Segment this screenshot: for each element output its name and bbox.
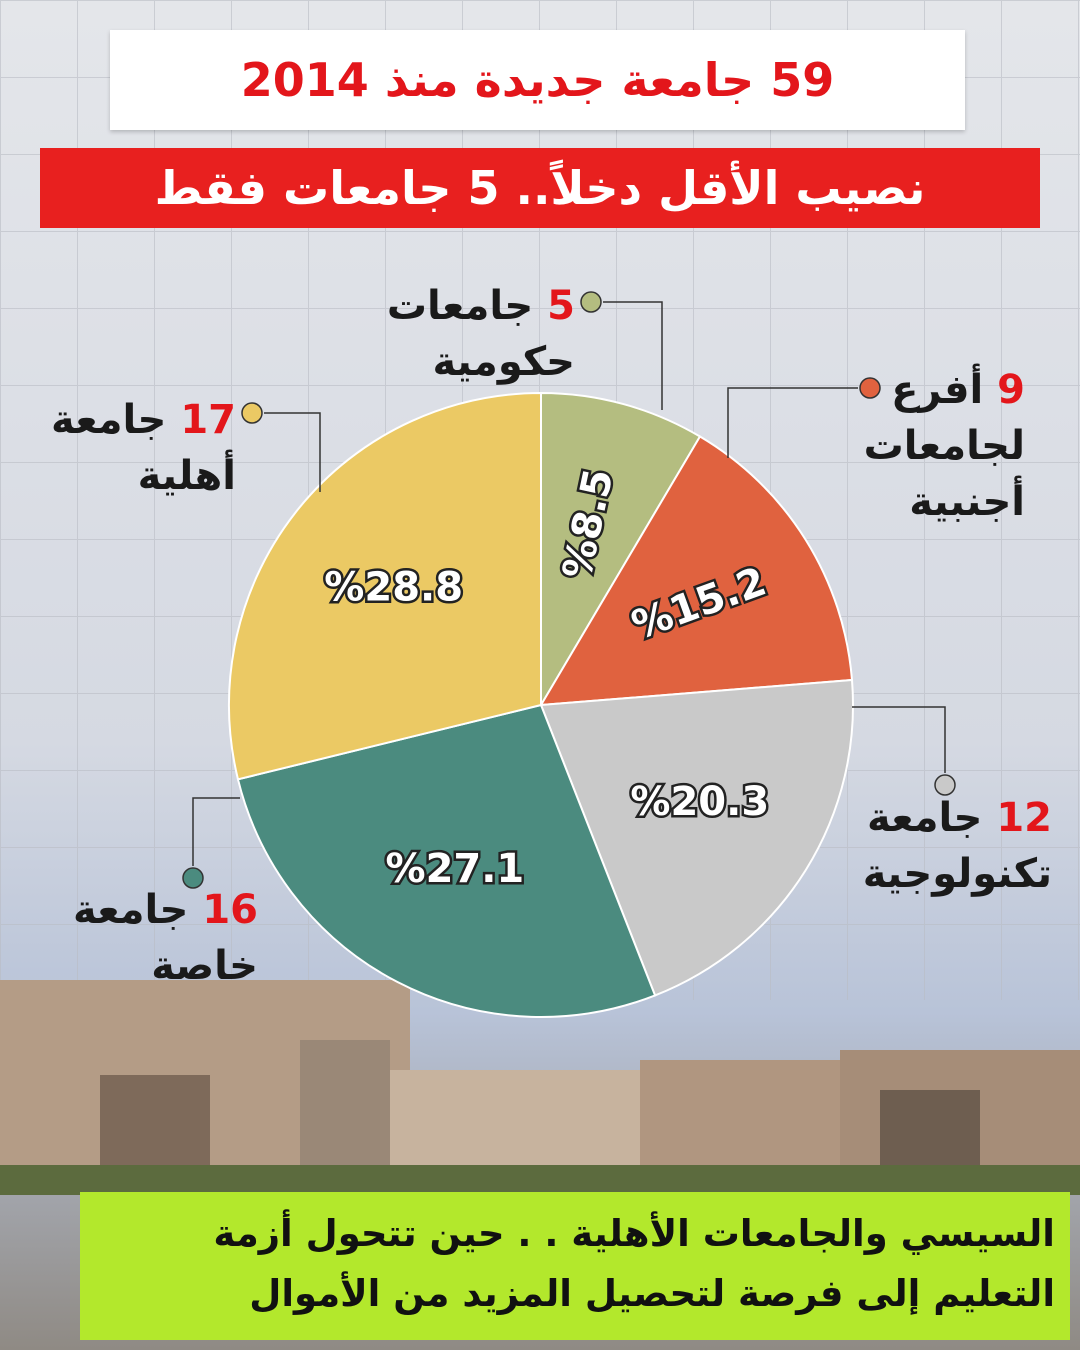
category-label: جامعة تكنولوجية (862, 795, 1052, 897)
leader-dot (580, 291, 602, 313)
leader-line (264, 412, 321, 492)
count: 9 (997, 367, 1025, 413)
count: 16 (202, 887, 258, 933)
subtitle: نصيب الأقل دخلاً.. 5 جامعات فقط (40, 148, 1040, 228)
leader-line (603, 301, 663, 410)
leader-line (852, 706, 946, 773)
leader-dot (241, 402, 263, 424)
percent-label: %28.8 (324, 564, 463, 610)
callout-label: 12 جامعة تكنولوجية (852, 790, 1052, 902)
pie-slice (236, 703, 657, 1018)
callout-label: 17 جامعة أهلية (36, 392, 236, 504)
category-label: جامعة أهلية (50, 397, 236, 499)
pie-slice (228, 391, 542, 781)
leader-dot (859, 377, 881, 399)
leader-dot (934, 774, 956, 796)
leader-line (192, 797, 240, 866)
count: 12 (996, 795, 1052, 841)
percent-label: %20.3 (630, 779, 769, 825)
leader-line (727, 387, 858, 458)
percent-label: %27.1 (385, 846, 524, 892)
pie-slice (539, 678, 854, 997)
footer: السيسي والجامعات الأهلية . . حين تتحول أ… (80, 1192, 1070, 1340)
buildings (0, 980, 1080, 1195)
category-label: أفرع لجامعات أجنبية (863, 367, 1025, 525)
leader-dot (182, 867, 204, 889)
category-label: جامعات حكومية (386, 283, 575, 385)
count: 5 (547, 283, 575, 329)
title: 59 جامعة جديدة منذ 2014 (110, 30, 965, 130)
pie-slice (540, 391, 702, 709)
slices (228, 391, 854, 1018)
category-label: جامعة خاصة (72, 887, 258, 989)
callout-label: 16 جامعة خاصة (58, 882, 258, 994)
count: 17 (180, 397, 236, 443)
callout-label: 9 أفرع لجامعات أجنبية (825, 362, 1025, 530)
pie-slice (539, 435, 854, 707)
callout-label: 5 جامعات حكومية (375, 278, 575, 390)
